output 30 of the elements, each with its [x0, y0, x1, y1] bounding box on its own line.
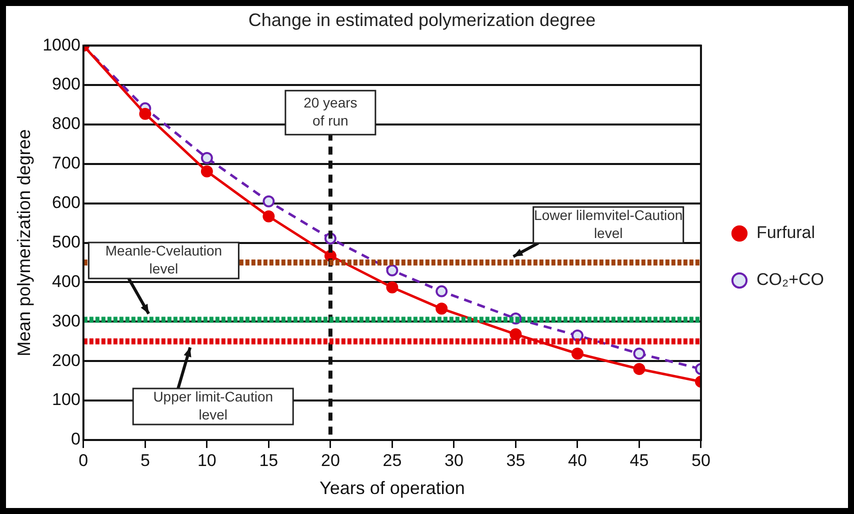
legend-label: CO₂+CO [756, 270, 824, 290]
y-tick-label: 400 [52, 272, 80, 291]
ref-line-label: Upper limit-Caution level [153, 388, 274, 422]
legend-label: Furfural [756, 223, 816, 242]
chart-title: Change in estimated polymerization degree [248, 10, 596, 30]
x-tick-label: 10 [197, 450, 216, 470]
x-tick-label: 45 [630, 450, 649, 470]
y-tick-label: 700 [52, 154, 80, 173]
y-tick-label: 1000 [42, 35, 80, 54]
ref-line-label: Lower lilemvitel-Caution level [534, 206, 683, 241]
y-tick-label: 900 [52, 74, 80, 94]
y-tick-label: 300 [52, 311, 80, 330]
y-axis-title: Mean polymerization degree [14, 129, 34, 356]
y-tick-label: 600 [52, 193, 80, 212]
ref-line-label: Meanle-Cvelaution level [105, 242, 222, 276]
x-tick-label: 30 [444, 450, 464, 470]
y-tick-label: 0 [70, 430, 80, 449]
x-tick-label: 20 [320, 450, 340, 470]
x-tick-label: 35 [506, 450, 526, 470]
y-tick-label: 800 [52, 114, 80, 134]
y-tick-label: 200 [52, 350, 80, 370]
x-tick-label: 25 [382, 450, 402, 470]
ref-line-label: 20 years of run [304, 94, 358, 129]
x-tick-label: 15 [259, 450, 278, 470]
y-tick-label: 100 [52, 390, 80, 410]
x-tick-label: 5 [140, 450, 150, 470]
y-tick-label: 500 [52, 232, 80, 252]
x-tick-label: 40 [568, 450, 587, 470]
x-axis-title: Years of operation [319, 478, 465, 498]
x-tick-label: 50 [692, 450, 710, 470]
